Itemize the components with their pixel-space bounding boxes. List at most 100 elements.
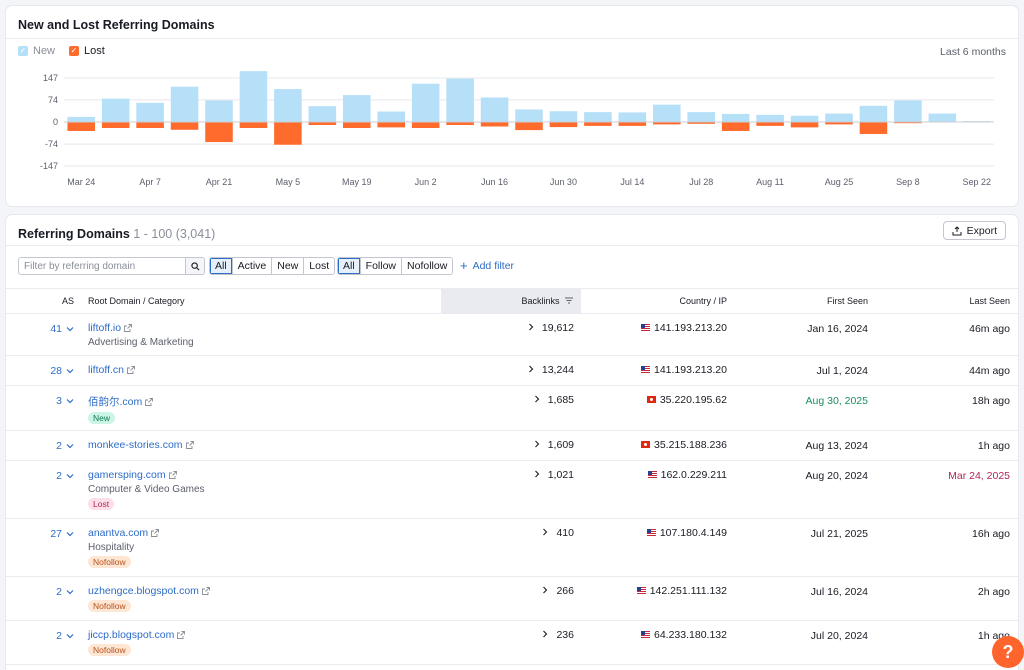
chevron-right-icon[interactable] [534,470,540,478]
as-score[interactable]: 41 [36,323,74,335]
ip-address: 141.193.213.20 [654,322,727,334]
status-badge: Nofollow [88,556,131,568]
backlinks-count: 266 [556,585,574,597]
backlinks-count: 1,685 [547,394,574,406]
column-header-last-seen[interactable]: Last Seen [969,296,1010,306]
external-link-icon[interactable] [177,631,186,639]
backlinks-cell[interactable]: 266 [506,585,574,597]
bar-lost [239,122,268,128]
domain-search-input[interactable] [18,257,186,275]
as-score[interactable]: 2 [36,630,74,642]
chevron-right-icon[interactable] [528,323,534,331]
domain-link[interactable]: monkee-stories.com [88,439,183,451]
external-link-icon[interactable] [201,587,210,595]
search-button[interactable] [186,257,205,275]
chevron-down-icon[interactable] [66,326,74,332]
external-link-icon[interactable] [124,324,133,332]
chevron-right-icon[interactable] [542,528,548,536]
bar-new [790,115,819,122]
chevron-down-icon[interactable] [66,633,74,639]
filter-nofollow[interactable]: Nofollow [402,258,453,274]
as-score[interactable]: 2 [36,586,74,598]
domain-link[interactable]: liftoff.io [88,322,122,334]
backlinks-cell[interactable]: 1,021 [506,469,574,481]
filter-status-all[interactable]: All [210,258,233,274]
external-link-icon[interactable] [145,398,154,406]
bar-new [618,112,647,122]
backlinks-cell[interactable]: 13,244 [506,364,574,376]
add-filter-label: Add filter [472,260,515,272]
add-filter-button[interactable]: + Add filter [460,259,515,272]
backlinks-cell[interactable]: 410 [506,527,574,539]
filter-status-active[interactable]: Active [232,258,273,274]
status-filter-group: All Active New Lost [209,257,336,275]
legend-item-lost[interactable]: ✓ Lost [69,45,105,57]
as-score[interactable]: 27 [36,528,74,540]
external-link-icon[interactable] [185,441,194,449]
external-link-icon[interactable] [151,529,160,537]
domain-cell: jiccp.blogspot.com Nofollow [88,629,428,656]
filter-follow-all[interactable]: All [338,258,361,274]
bar-new [239,71,268,122]
table-title: Referring Domains 1 - 100 (3,041) [18,227,215,241]
chevron-right-icon[interactable] [534,395,540,403]
filter-status-new[interactable]: New [272,258,305,274]
help-button[interactable]: ? [992,636,1024,668]
follow-filter-group: All Follow Nofollow [337,257,454,275]
checkbox-checked-icon[interactable]: ✓ [18,46,28,56]
backlinks-cell[interactable]: 1,685 [506,394,574,406]
last-seen-date: 46m ago [969,323,1010,335]
chevron-down-icon[interactable] [66,473,74,479]
backlinks-cell[interactable]: 236 [506,629,574,641]
bar-lost [308,122,337,125]
bar-lost [618,122,647,126]
y-tick-label: -74 [45,139,58,149]
country-ip-cell: 141.193.213.20 [606,322,727,334]
chevron-down-icon[interactable] [66,443,74,449]
column-header-first-seen[interactable]: First Seen [826,296,868,306]
bar-new [515,109,543,122]
legend-item-new[interactable]: ✓ New [18,45,55,57]
country-ip-cell: 142.251.111.132 [606,585,727,597]
x-tick-label: Aug 25 [825,177,854,187]
filter-follow[interactable]: Follow [360,258,403,274]
ip-address: 64.233.180.132 [654,629,727,641]
filter-status-lost[interactable]: Lost [304,258,335,274]
domain-link[interactable]: liftoff.cn [88,364,124,376]
column-header-country[interactable]: Country / IP [679,296,727,306]
as-score[interactable]: 3 [36,395,74,407]
chevron-right-icon[interactable] [542,586,548,594]
x-tick-label: May 5 [276,177,301,187]
chevron-right-icon[interactable] [534,440,540,448]
x-tick-label: May 19 [342,177,372,187]
as-score[interactable]: 2 [36,470,74,482]
external-link-icon[interactable] [127,366,135,374]
domain-link[interactable]: uzhengce.blogspot.com [88,585,199,597]
table-row: 2 monkee-stories.com 1,609 35.215.188.236 Au… [6,431,1018,461]
bar-lost [101,122,130,128]
chevron-down-icon[interactable] [66,368,74,374]
checkbox-checked-icon[interactable]: ✓ [69,46,80,56]
domain-link[interactable]: gamersping.com [88,469,166,481]
external-link-icon[interactable] [168,471,177,479]
as-score[interactable]: 28 [36,365,74,377]
backlinks-cell[interactable]: 19,612 [506,322,574,334]
column-header-domain[interactable]: Root Domain / Category [88,296,185,306]
first-seen-date: Jul 21, 2025 [810,528,868,540]
backlinks-cell[interactable]: 1,609 [506,439,574,451]
chevron-down-icon[interactable] [66,589,74,595]
domain-link[interactable]: 佰韵尔.com [88,396,143,408]
domain-link[interactable]: anantva.com [88,527,149,539]
column-header-backlinks[interactable]: Backlinks [441,289,581,313]
chevron-down-icon[interactable] [66,398,74,404]
as-score[interactable]: 2 [36,440,74,452]
as-value: 2 [56,470,62,482]
export-button[interactable]: Export [942,221,1006,240]
column-header-as[interactable]: AS [61,296,74,306]
domain-link[interactable]: jiccp.blogspot.com [88,629,175,641]
chevron-right-icon[interactable] [542,630,548,638]
chevron-right-icon[interactable] [528,365,534,373]
bar-new [584,112,612,122]
last-seen-date: 16h ago [972,528,1010,540]
chevron-down-icon[interactable] [66,531,74,537]
